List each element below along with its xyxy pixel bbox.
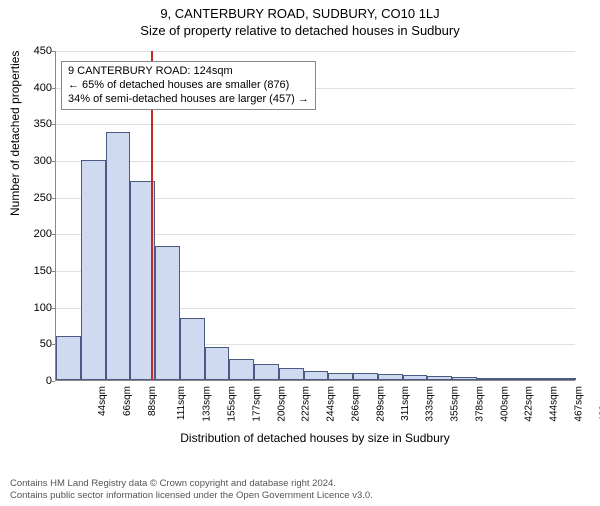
chart-container: Number of detached properties 9 CANTERBU… — [0, 46, 600, 446]
footer-line1: Contains HM Land Registry data © Crown c… — [10, 478, 590, 490]
histogram-bar — [205, 347, 230, 380]
histogram-bar — [353, 373, 378, 380]
histogram-bar — [279, 368, 304, 380]
y-tick-mark — [50, 308, 55, 309]
histogram-bar — [254, 364, 279, 380]
annotation-line2: ← 65% of detached houses are smaller (87… — [68, 79, 309, 93]
y-tick-label: 200 — [12, 228, 52, 240]
annotation-line1: 9 CANTERBURY ROAD: 124sqm — [68, 65, 309, 79]
x-axis-label: Distribution of detached houses by size … — [55, 431, 575, 445]
x-tick-label: 400sqm — [499, 386, 510, 422]
footer-attribution: Contains HM Land Registry data © Crown c… — [10, 478, 590, 502]
x-tick-label: 222sqm — [301, 386, 312, 422]
annotation-box: 9 CANTERBURY ROAD: 124sqm← 65% of detach… — [61, 61, 316, 110]
y-tick-mark — [50, 344, 55, 345]
x-tick-label: 289sqm — [375, 386, 386, 422]
histogram-bar — [502, 378, 527, 380]
page-title-desc: Size of property relative to detached ho… — [0, 23, 600, 38]
x-tick-label: 355sqm — [450, 386, 461, 422]
x-tick-label: 177sqm — [252, 386, 263, 422]
histogram-bar — [328, 373, 353, 380]
x-tick-label: 244sqm — [326, 386, 337, 422]
x-tick-label: 467sqm — [573, 386, 584, 422]
x-tick-label: 44sqm — [97, 386, 108, 416]
footer-line2: Contains public sector information licen… — [10, 490, 590, 502]
plot-area: 9 CANTERBURY ROAD: 124sqm← 65% of detach… — [55, 51, 575, 381]
y-tick-label: 150 — [12, 265, 52, 277]
x-tick-label: 422sqm — [524, 386, 535, 422]
x-tick-label: 266sqm — [351, 386, 362, 422]
histogram-bar — [155, 246, 180, 380]
y-tick-mark — [50, 234, 55, 235]
x-tick-label: 111sqm — [176, 386, 187, 420]
y-tick-label: 50 — [12, 338, 52, 350]
histogram-bar — [56, 336, 81, 380]
x-tick-label: 311sqm — [399, 386, 410, 421]
y-tick-label: 300 — [12, 155, 52, 167]
histogram-bar — [304, 371, 329, 380]
y-tick-label: 0 — [12, 375, 52, 387]
x-tick-label: 155sqm — [227, 386, 238, 422]
y-tick-label: 400 — [12, 82, 52, 94]
histogram-bar — [106, 132, 131, 380]
y-tick-mark — [50, 88, 55, 89]
y-tick-label: 250 — [12, 192, 52, 204]
histogram-bar — [477, 378, 502, 380]
y-tick-mark — [50, 51, 55, 52]
y-tick-mark — [50, 381, 55, 382]
histogram-bar — [403, 375, 428, 380]
y-tick-mark — [50, 271, 55, 272]
gridline — [56, 124, 575, 125]
gridline — [56, 161, 575, 162]
page-title-address: 9, CANTERBURY ROAD, SUDBURY, CO10 1LJ — [0, 6, 600, 21]
histogram-bar — [81, 160, 106, 380]
y-tick-mark — [50, 161, 55, 162]
histogram-bar — [526, 378, 551, 380]
x-tick-label: 66sqm — [122, 386, 133, 416]
y-tick-label: 350 — [12, 118, 52, 130]
x-tick-label: 378sqm — [474, 386, 485, 422]
histogram-bar — [551, 378, 576, 380]
histogram-bar — [452, 377, 477, 380]
y-tick-mark — [50, 124, 55, 125]
annotation-line3: 34% of semi-detached houses are larger (… — [68, 93, 309, 107]
histogram-bar — [229, 359, 254, 380]
x-tick-label: 200sqm — [276, 386, 287, 422]
y-tick-mark — [50, 198, 55, 199]
x-tick-label: 88sqm — [147, 386, 158, 416]
histogram-bar — [180, 318, 205, 380]
y-tick-label: 100 — [12, 302, 52, 314]
gridline — [56, 51, 575, 52]
x-tick-label: 333sqm — [425, 386, 436, 422]
x-tick-label: 133sqm — [202, 386, 213, 422]
histogram-bar — [427, 376, 452, 380]
y-tick-label: 450 — [12, 45, 52, 57]
histogram-bar — [378, 374, 403, 380]
x-tick-label: 444sqm — [549, 386, 560, 422]
